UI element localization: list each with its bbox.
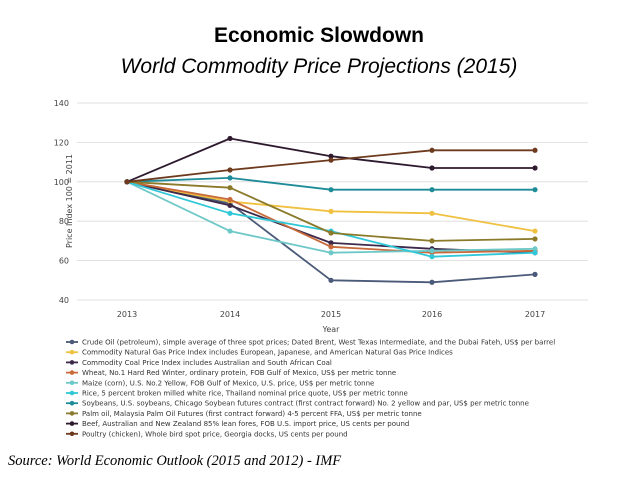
data-point bbox=[227, 228, 233, 234]
legend-entry: Commodity Coal Price Index includes Aust… bbox=[82, 359, 332, 367]
data-point bbox=[124, 179, 130, 185]
legend-swatch-marker bbox=[69, 339, 75, 345]
legend-swatch-marker bbox=[69, 380, 75, 386]
data-point bbox=[429, 254, 435, 260]
x-tick-label: 2015 bbox=[321, 310, 341, 319]
legend-swatch-marker bbox=[69, 370, 75, 375]
legend-entry: Maize (corn), U.S. No.2 Yellow, FOB Gulf… bbox=[82, 379, 374, 387]
legend-swatch-marker bbox=[69, 360, 75, 365]
legend-entry: Soybeans, U.S. soybeans, Chicago Soybean… bbox=[82, 400, 529, 408]
page-title: Economic Slowdown bbox=[213, 24, 424, 47]
x-axis-label: Year bbox=[322, 325, 341, 334]
data-point bbox=[429, 279, 435, 285]
data-point bbox=[429, 238, 435, 244]
legend-swatch-marker bbox=[69, 390, 75, 396]
legend-entry: Wheat, No.1 Hard Red Winter, ordinary pr… bbox=[82, 369, 396, 377]
legend-swatch-marker bbox=[69, 349, 75, 355]
data-point bbox=[227, 210, 233, 216]
data-point bbox=[429, 210, 435, 216]
legend-swatch-marker bbox=[69, 400, 75, 406]
legend-swatch-marker bbox=[69, 421, 75, 426]
legend-swatch-marker bbox=[69, 411, 75, 416]
legend-entry: Commodity Natural Gas Price Index includ… bbox=[82, 349, 453, 357]
y-axis-label: Price Index 100 = 2011 bbox=[65, 154, 74, 248]
data-point bbox=[227, 196, 233, 203]
data-point bbox=[532, 246, 538, 252]
data-point bbox=[328, 153, 334, 159]
y-tick-label: 40 bbox=[59, 296, 69, 305]
data-point bbox=[227, 185, 233, 191]
legend-entry: Poultry (chicken), Whole bird spot price… bbox=[82, 430, 348, 438]
x-tick-label: 2014 bbox=[220, 310, 240, 319]
legend-entry: Crude Oil (petroleum), simple average of… bbox=[82, 339, 555, 347]
data-point bbox=[429, 147, 435, 153]
data-point bbox=[328, 244, 334, 250]
x-tick-label: 2017 bbox=[525, 310, 545, 319]
data-point bbox=[227, 135, 233, 142]
data-point bbox=[328, 240, 334, 246]
data-point bbox=[328, 230, 334, 236]
data-point bbox=[429, 248, 435, 254]
page-subtitle: World Commodity Price Projections (2015) bbox=[120, 55, 518, 78]
y-tick-label: 60 bbox=[59, 257, 69, 266]
legend-entry: Beef, Australian and New Zealand 85% lea… bbox=[82, 420, 409, 428]
y-tick-label: 80 bbox=[59, 217, 69, 226]
x-tick-label: 2016 bbox=[422, 310, 442, 319]
x-tick-label: 2013 bbox=[117, 310, 137, 319]
data-point bbox=[328, 208, 334, 214]
data-point bbox=[532, 236, 538, 242]
y-tick-label: 120 bbox=[54, 138, 69, 147]
data-point bbox=[532, 165, 538, 171]
legend-swatch-marker bbox=[69, 431, 75, 437]
data-point bbox=[328, 157, 334, 163]
data-point bbox=[227, 167, 233, 173]
legend-entry: Palm oil, Malaysia Palm Oil Futures (fir… bbox=[82, 410, 422, 418]
y-tick-label: 100 bbox=[54, 178, 69, 187]
data-point bbox=[532, 271, 538, 277]
data-point bbox=[429, 187, 435, 193]
legend-entry: Rice, 5 percent broken milled white rice… bbox=[82, 390, 408, 398]
data-point bbox=[532, 187, 538, 193]
data-point bbox=[328, 250, 334, 256]
data-point bbox=[532, 147, 538, 153]
data-point bbox=[429, 165, 435, 171]
data-point bbox=[227, 175, 233, 181]
data-point bbox=[227, 202, 233, 209]
data-point bbox=[532, 228, 538, 234]
data-point bbox=[532, 250, 538, 256]
y-tick-label: 140 bbox=[54, 99, 69, 108]
data-point bbox=[328, 187, 334, 193]
data-point bbox=[328, 277, 334, 283]
source-note: Source: World Economic Outlook (2015 and… bbox=[8, 453, 342, 469]
